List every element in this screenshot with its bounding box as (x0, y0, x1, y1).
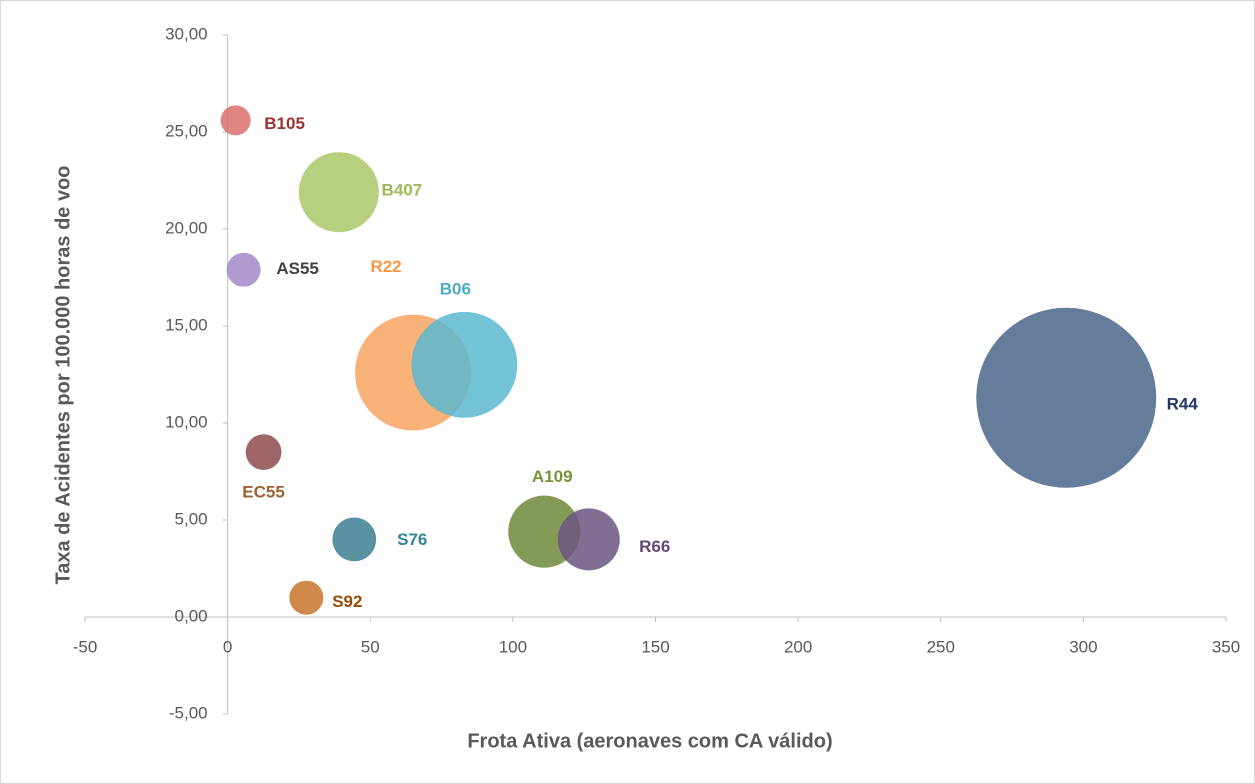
y-tick-label: 25,00 (165, 121, 208, 140)
y-tick-label: 15,00 (165, 315, 208, 334)
data-label: B105 (264, 114, 305, 133)
data-label: R66 (639, 537, 670, 556)
data-label: B407 (382, 181, 423, 200)
bubble (226, 252, 261, 287)
data-label: S92 (332, 592, 362, 611)
data-label: EC55 (242, 483, 285, 502)
y-tick-label: 0,00 (175, 606, 208, 625)
bubble (245, 434, 282, 470)
x-axis-title: Frota Ativa (aeronaves com CA válido) (467, 730, 832, 752)
x-tick-label: -50 (73, 637, 98, 656)
x-tick-label: 100 (499, 637, 527, 656)
y-tick-label: -5,00 (169, 703, 208, 722)
bubble (289, 580, 324, 615)
data-label: S76 (397, 530, 427, 549)
bubble (332, 517, 377, 562)
x-tick-label: 350 (1212, 637, 1240, 656)
bubble (976, 307, 1157, 488)
data-label: AS55 (276, 259, 319, 278)
x-tick-label: 200 (784, 637, 812, 656)
bubble (557, 508, 620, 571)
bubble (411, 311, 518, 418)
data-label: B06 (440, 279, 471, 298)
bubble (298, 152, 379, 233)
y-tick-label: 20,00 (165, 218, 208, 237)
data-label: R22 (370, 257, 401, 276)
data-label: R44 (1167, 394, 1199, 413)
y-tick-label: 30,00 (165, 24, 208, 43)
y-tick-label: 5,00 (175, 509, 208, 528)
bubble (220, 105, 251, 136)
x-tick-label: 0 (223, 637, 232, 656)
x-tick-label: 300 (1069, 637, 1097, 656)
y-tick-label: 10,00 (165, 412, 208, 431)
data-label: A109 (532, 467, 573, 486)
x-tick-label: 150 (641, 637, 669, 656)
x-tick-label: 50 (361, 637, 380, 656)
y-axis-title: Taxa de Acidentes por 100.000 horas de v… (52, 165, 74, 584)
x-tick-label: 250 (927, 637, 955, 656)
